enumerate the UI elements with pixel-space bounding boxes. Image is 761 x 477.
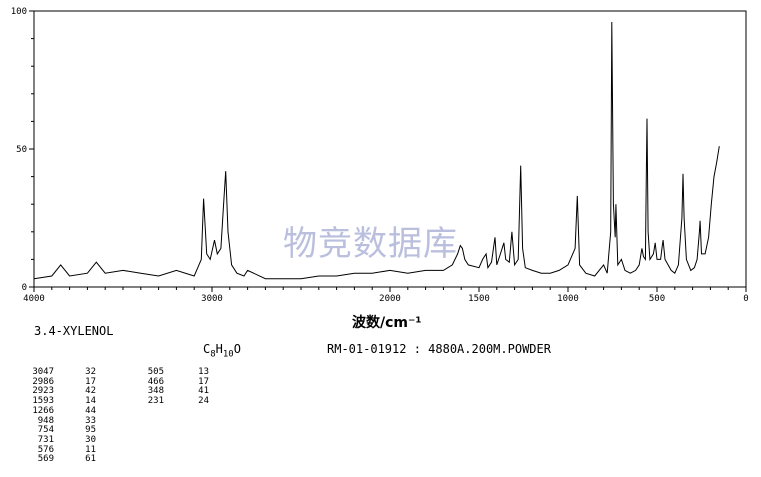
peak-cell [96,446,164,456]
peak-cell: 505 [147,367,164,377]
peak-cell: 3047 [32,367,54,377]
peak-row: 1593 14 231 24 [30,396,209,407]
peak-cell: 348 [147,386,164,397]
peak-cell: 11 [85,444,96,455]
peak-row: 1266 44 [30,405,209,417]
peak-cell: 95 [85,425,96,436]
y-tick-label: 100 [11,7,27,17]
peak-cell: 41 [198,386,209,397]
peak-cell [96,417,164,427]
peak-cell: 33 [85,415,96,426]
peak-row: 2923 42 348 41 [30,387,209,397]
watermark-text: 物竞数据库 [283,224,458,264]
x-tick-label: 3000 [201,294,223,304]
peak-row: 569 61 [30,455,209,465]
peak-cell [164,455,209,465]
x-tick-label: 500 [649,294,665,304]
peak-cell: 1266 [32,405,54,416]
peak-row: 731 30 [30,434,209,446]
x-tick-label: 0 [743,294,748,304]
peak-cell: 17 [198,376,209,387]
x-tick-label: 1500 [468,294,490,304]
peak-cell [164,436,209,446]
peak-table: 3047 32 505 13 2986 17 466 17 2923 42 348 41 1593 14 2… [30,367,209,465]
x-axis-label: 波数/cm⁻¹ [352,315,422,331]
peak-cell: 1593 [32,396,54,407]
peak-cell: 2986 [32,376,54,387]
peak-row: 576 11 [30,444,209,456]
peak-row: 948 33 [30,415,209,427]
peak-cell: 754 [37,425,54,436]
peak-cell [164,417,209,427]
formula-h-sub: 10 [222,349,234,360]
peak-cell: 14 [85,396,96,407]
record-info: RM-01-01912 : 4880A.200M.POWDER [327,342,551,356]
peak-cell: 32 [85,367,96,377]
spectrum-line [33,21,720,280]
x-tick-label: 2000 [379,294,401,304]
peak-cell [96,426,164,436]
peak-cell [164,426,209,436]
peak-cell: 569 [37,454,54,465]
y-tick-label: 0 [22,283,27,293]
compound-name: 3.4-XYLENOL [34,324,114,338]
peak-cell [96,407,164,417]
peak-cell [164,446,209,456]
peak-cell [164,407,209,417]
peak-row: 754 95 [30,426,209,436]
x-tick-label: 1000 [557,294,579,304]
peak-cell: 231 [147,396,164,407]
peak-row: 2986 17 466 17 [30,376,209,388]
peak-row: 3047 32 505 13 [30,367,209,378]
peak-cell: 17 [85,376,96,387]
peak-cell: 61 [85,454,96,465]
peak-cell: 466 [147,376,164,387]
peak-cell: 13 [198,367,209,377]
peak-cell [96,455,164,465]
molecular-formula: C8H10O [203,342,241,359]
peak-cell: 24 [198,396,209,407]
y-tick-label: 50 [16,145,27,155]
peak-cell: 30 [85,434,96,445]
formula-h: H [215,342,223,356]
x-tick-label: 4000 [23,294,45,304]
peak-cell: 44 [85,405,96,416]
spectrum-chart: 4000 3000 2000 1500 1000 500 0 0 50 100 [11,7,749,304]
formula-c: C [203,342,211,356]
peak-cell: 42 [85,386,96,397]
peak-cell: 576 [37,444,54,455]
peak-cell: 731 [37,434,54,445]
formula-c-sub: 8 [210,349,216,360]
peak-cell: 948 [37,415,54,426]
formula-o: O [233,342,241,356]
peak-cell: 2923 [32,386,54,397]
peak-cell [96,436,164,446]
